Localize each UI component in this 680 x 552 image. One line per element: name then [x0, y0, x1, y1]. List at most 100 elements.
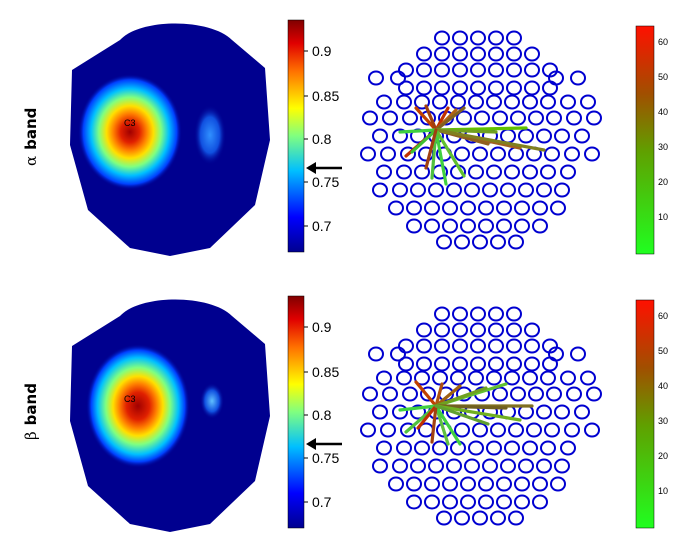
- electrode-node: [470, 46, 486, 62]
- electrode-node: [554, 404, 570, 420]
- electrode-node: [532, 476, 548, 492]
- electrode-node: [540, 94, 556, 110]
- electrode-node: [432, 440, 448, 456]
- electrode-node: [452, 338, 468, 354]
- electrode-node: [506, 62, 522, 78]
- electrode-node: [382, 386, 398, 402]
- electrode-node: [508, 234, 524, 250]
- electrode-node: [362, 386, 378, 402]
- electrode-node: [514, 494, 530, 510]
- electrode-node: [526, 422, 542, 438]
- electrode-node: [434, 30, 450, 46]
- electrode-node: [506, 46, 522, 62]
- electrode-node: [410, 404, 426, 420]
- beta-band-label: β band: [22, 383, 40, 440]
- electrode-node: [452, 30, 468, 46]
- electrode-node: [542, 80, 558, 96]
- electrode-node: [398, 80, 414, 96]
- colorbar-ticks: [304, 50, 308, 227]
- electrode-node: [536, 404, 552, 420]
- electrode-node: [524, 338, 540, 354]
- electrode-node: [432, 370, 448, 386]
- electrode-node: [376, 94, 392, 110]
- electrode-node: [508, 146, 524, 162]
- electrode-node: [410, 182, 426, 198]
- electrode-node: [504, 370, 520, 386]
- electrode-node: [586, 110, 602, 126]
- electrode-node: [570, 346, 586, 362]
- colorbar-gradient: [287, 19, 305, 253]
- electrode-node: [396, 440, 412, 456]
- electrode-node: [524, 356, 540, 372]
- connectivity-link: [416, 404, 438, 430]
- electrode-node: [560, 370, 576, 386]
- colorbar-tick-label: 0.7: [312, 218, 332, 234]
- electrode-node: [434, 62, 450, 78]
- connectivity-link: [434, 386, 488, 408]
- colorbar-tick-label: 0.9: [312, 43, 332, 59]
- electrode-node: [442, 200, 458, 216]
- electrode-node: [574, 128, 590, 144]
- electrode-node: [450, 370, 466, 386]
- electrode-node: [428, 182, 444, 198]
- electrode-node: [482, 182, 498, 198]
- connectivity-link: [434, 404, 490, 426]
- electrode-node: [508, 510, 524, 526]
- electrode-node: [490, 510, 506, 526]
- colorbar-tick-label: 20: [658, 177, 668, 187]
- electrode-node: [454, 510, 470, 526]
- electrode-node: [504, 440, 520, 456]
- electrode-node: [584, 422, 600, 438]
- electrode-node: [388, 476, 404, 492]
- electrode-node: [454, 422, 470, 438]
- electrode-node: [470, 356, 486, 372]
- electrode-node: [468, 164, 484, 180]
- electrode-node: [460, 494, 476, 510]
- colorbar-gradient: [635, 25, 655, 255]
- colorbar-gradient: [287, 295, 305, 529]
- connectivity-link: [424, 128, 438, 170]
- electrode-node: [478, 476, 494, 492]
- electrode-node: [456, 110, 472, 126]
- electrode-node: [554, 182, 570, 198]
- threshold-arrow-icon: [306, 162, 342, 174]
- electrode-node: [416, 356, 432, 372]
- secondary-activation: [200, 383, 224, 419]
- electrode-node: [474, 110, 490, 126]
- electrode-node: [560, 94, 576, 110]
- electrode-node: [372, 128, 388, 144]
- beta-symbol: β: [22, 431, 40, 440]
- electrode-node: [508, 422, 524, 438]
- electrode-node: [416, 322, 432, 338]
- electrode-node: [478, 200, 494, 216]
- electrode-node: [406, 476, 422, 492]
- electrode-node: [410, 458, 426, 474]
- connectivity-link: [434, 404, 522, 422]
- colorbar-tick-label: 20: [658, 451, 668, 461]
- electrode-node: [524, 80, 540, 96]
- electrode-node: [424, 218, 440, 234]
- electrode-node: [470, 80, 486, 96]
- electrode-node: [506, 306, 522, 322]
- activation-hotspot: [78, 74, 182, 190]
- colorbar-tick-label: 0.9: [312, 319, 332, 335]
- electrode-node: [390, 346, 406, 362]
- colorbar-tick-label: 0.85: [312, 364, 339, 380]
- electrode-node: [452, 306, 468, 322]
- connectivity-link: [398, 404, 438, 412]
- electrode-node: [470, 30, 486, 46]
- electrode-node: [414, 440, 430, 456]
- electrode-node: [470, 322, 486, 338]
- colorbar-tick-label: 50: [658, 72, 668, 82]
- electrode-node: [424, 494, 440, 510]
- electrode-node: [528, 386, 544, 402]
- electrode-node: [564, 146, 580, 162]
- electrode-node: [486, 164, 502, 180]
- electrode-node: [532, 200, 548, 216]
- electrode-node: [372, 458, 388, 474]
- electrode-node: [434, 356, 450, 372]
- electrode-node: [500, 128, 516, 144]
- connectivity-link: [430, 404, 438, 444]
- electrode-node: [376, 164, 392, 180]
- colorbar-ticks: [304, 326, 308, 503]
